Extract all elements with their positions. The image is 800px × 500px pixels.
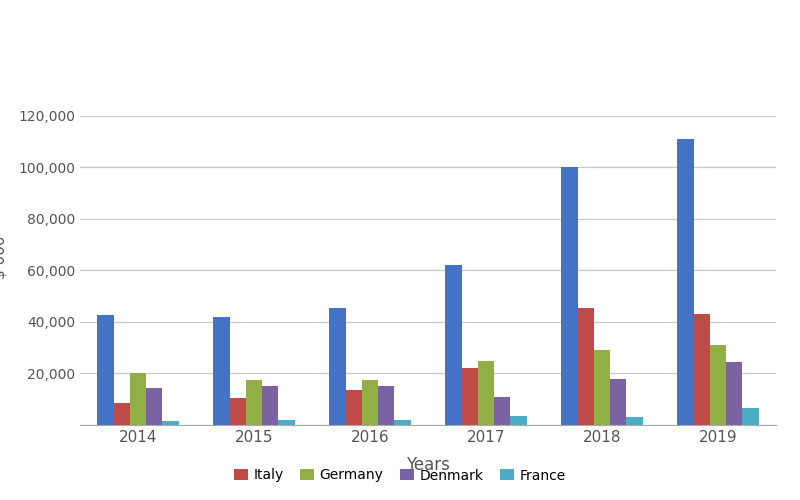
Bar [230,398,246,425]
Bar [578,308,594,425]
Bar [726,362,742,425]
Bar [594,350,610,425]
Bar [446,265,462,425]
Y-axis label: $ 000: $ 000 [0,236,7,279]
Bar [262,386,278,425]
Bar [510,416,526,425]
Bar [626,418,642,425]
Bar [710,345,726,425]
Bar [98,316,114,425]
Bar [494,396,510,425]
Bar [362,380,378,425]
Bar [678,139,694,425]
Legend: Italy, Germany, Denmark, France: Italy, Germany, Denmark, France [228,463,572,488]
Bar [462,368,478,425]
Bar [562,168,578,425]
Bar [130,374,146,425]
Bar [330,308,346,425]
Bar [246,380,262,425]
X-axis label: Years: Years [406,456,450,474]
Bar [162,421,178,425]
Bar [742,408,758,425]
Bar [610,378,626,425]
Bar [114,403,130,425]
Bar [346,390,362,425]
Bar [478,360,494,425]
Bar [146,388,162,425]
Bar [694,314,710,425]
Bar [214,317,230,425]
Bar [278,420,294,425]
Bar [378,386,394,425]
Bar [394,420,410,425]
